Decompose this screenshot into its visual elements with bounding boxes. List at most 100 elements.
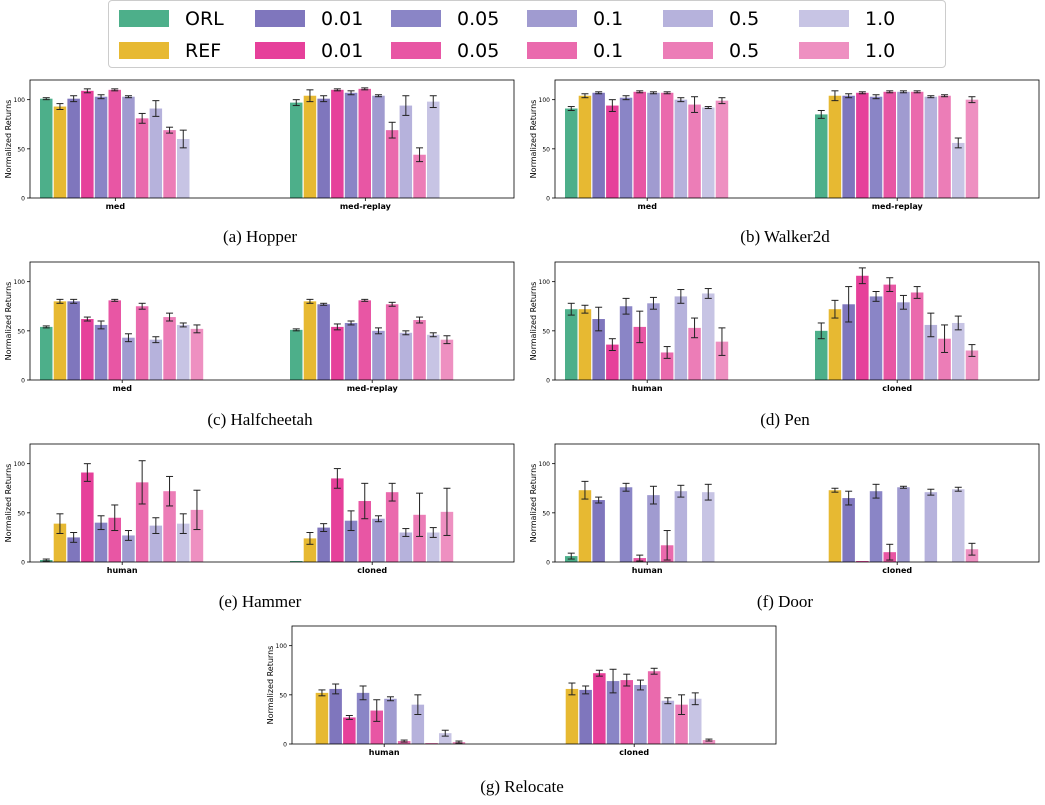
bar <box>290 102 303 198</box>
bar <box>674 99 688 198</box>
bar <box>938 338 951 380</box>
bar <box>661 700 675 744</box>
bar <box>924 324 938 380</box>
bar <box>883 91 896 198</box>
bar <box>163 491 176 562</box>
bar <box>660 92 674 198</box>
bar <box>647 92 660 198</box>
y-tick-label: 0 <box>21 196 25 203</box>
bar <box>592 500 605 562</box>
x-tick-label: human <box>632 384 663 393</box>
bar <box>440 339 454 380</box>
bar <box>329 688 342 744</box>
y-axis-label: Normalized Returns <box>4 464 13 543</box>
bar <box>108 89 121 198</box>
bar <box>965 350 979 380</box>
bar <box>856 275 869 380</box>
legend-label: 1.0 <box>865 40 896 62</box>
bar <box>40 98 53 198</box>
bar <box>135 306 149 380</box>
bar <box>177 139 190 198</box>
bar <box>413 320 426 380</box>
bar <box>952 489 965 562</box>
chart-pen: Normalized Returns 0 50 100 human cloned <box>529 261 1040 393</box>
bar <box>358 88 371 198</box>
bar <box>399 332 413 380</box>
bar <box>815 114 828 198</box>
bar <box>952 322 965 380</box>
bar <box>688 104 701 198</box>
bar <box>579 689 592 744</box>
bar <box>81 472 94 562</box>
bar <box>190 328 204 380</box>
bar <box>358 300 371 380</box>
bar <box>565 108 578 198</box>
bar <box>122 96 135 198</box>
bar <box>317 527 330 562</box>
legend-label: 0.01 <box>321 40 364 62</box>
bar <box>633 91 646 198</box>
bar <box>965 99 979 198</box>
bar <box>869 296 883 380</box>
y-tick-label: 100 <box>276 643 288 650</box>
caption-hopper: (a) Hopper <box>222 227 298 246</box>
legend-swatch <box>663 42 713 59</box>
bar <box>53 301 67 380</box>
legend-swatch <box>255 42 305 59</box>
bar <box>924 96 938 198</box>
x-tick-label: human <box>369 748 400 757</box>
bar <box>702 107 715 198</box>
bar <box>315 692 329 744</box>
chart-door: Normalized Returns 0 50 100 human cloned <box>529 443 1040 575</box>
bar <box>372 518 385 562</box>
y-tick-label: 100 <box>14 461 26 468</box>
bar <box>702 740 716 744</box>
bar <box>593 673 606 744</box>
legend-swatch <box>119 42 169 59</box>
y-tick-label: 50 <box>542 510 550 517</box>
bar <box>952 142 965 198</box>
bar <box>578 309 592 380</box>
bar <box>149 339 163 380</box>
x-tick-label: human <box>632 566 663 575</box>
y-tick-label: 100 <box>539 279 551 286</box>
bar <box>81 319 94 380</box>
bar <box>633 326 646 380</box>
bar <box>688 327 701 380</box>
bar <box>592 92 605 198</box>
bar <box>815 330 828 380</box>
bar <box>674 491 688 562</box>
caption-relocate: (g) Relocate <box>480 777 564 796</box>
bar <box>606 105 619 198</box>
x-tick-label: med <box>112 384 132 393</box>
bar <box>620 680 633 744</box>
bar <box>647 495 660 562</box>
y-tick-label: 0 <box>546 560 550 567</box>
x-tick-label: med-replay <box>872 202 924 211</box>
legend-swatch <box>527 10 577 27</box>
legend-swatch <box>527 42 577 59</box>
bar <box>910 292 924 380</box>
y-axis-label: Normalized Returns <box>529 464 538 543</box>
bar <box>385 304 399 380</box>
y-tick-label: 50 <box>279 692 287 699</box>
y-tick-label: 0 <box>21 378 25 385</box>
bar <box>689 698 702 744</box>
x-tick-label: med <box>106 202 126 211</box>
bar <box>163 130 176 198</box>
bar <box>938 95 951 198</box>
legend-swatch <box>119 10 169 27</box>
bar <box>828 490 842 562</box>
chart-walker2d: Normalized Returns 0 50 100 med med-replay <box>529 79 1040 211</box>
bar <box>647 303 660 380</box>
bar <box>94 522 108 562</box>
x-tick-label: human <box>107 566 138 575</box>
bar <box>53 106 67 198</box>
bar <box>924 492 938 562</box>
bar <box>81 90 94 198</box>
legend-swatch <box>391 10 441 27</box>
bar <box>40 326 53 380</box>
legend-swatch <box>391 42 441 59</box>
bar <box>385 492 399 562</box>
bar <box>413 154 426 198</box>
